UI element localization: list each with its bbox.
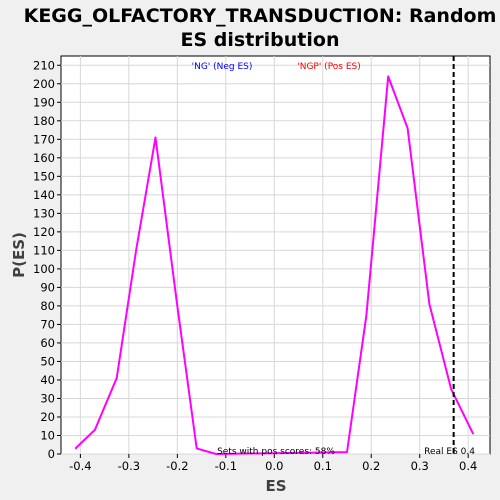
data-point xyxy=(365,314,368,316)
y-tick-label: 60 xyxy=(40,336,55,350)
y-tick-label: 100 xyxy=(33,262,55,276)
y-axis-label: P(ES) xyxy=(10,232,28,278)
data-point xyxy=(215,453,217,455)
plot-area xyxy=(60,55,491,455)
y-tick-label: 160 xyxy=(33,151,55,165)
x-axis-ticks: -0.4 -0.3 -0.2 -0.1 0.0 0.1 0.2 0.3 0.4 xyxy=(69,454,477,473)
y-tick-label: 50 xyxy=(40,354,55,368)
data-point xyxy=(450,388,453,391)
x-tick-label: -0.2 xyxy=(166,459,188,473)
x-axis-label: ES xyxy=(265,477,286,495)
y-tick-label: 0 xyxy=(48,447,55,461)
data-point xyxy=(115,377,118,379)
legend: 'NG' (Neg ES) 'NGP' (Pos ES) xyxy=(192,62,361,72)
y-tick-label: 130 xyxy=(33,206,55,220)
y-tick-label: 180 xyxy=(33,114,55,128)
y-tick-label: 170 xyxy=(33,132,55,146)
y-tick-label: 200 xyxy=(33,77,55,91)
data-point xyxy=(472,432,474,435)
y-tick-label: 90 xyxy=(40,280,55,294)
data-point xyxy=(135,249,137,252)
x-tick-label: -0.4 xyxy=(69,459,91,473)
real-es-label: Real ES 0.4 xyxy=(424,447,475,457)
x-tick-label: 0.4 xyxy=(459,459,477,473)
legend-entry: 'NG' (Neg ES) xyxy=(192,62,253,72)
x-tick-label: 0.0 xyxy=(265,459,283,473)
data-point xyxy=(346,451,348,453)
y-tick-label: 20 xyxy=(40,410,55,424)
y-tick-label: 80 xyxy=(40,299,55,313)
x-tick-label: 0.1 xyxy=(314,459,332,473)
data-point xyxy=(406,127,409,129)
y-tick-label: 210 xyxy=(33,58,55,72)
x-tick-label: -0.1 xyxy=(215,459,237,473)
x-tick-label: 0.3 xyxy=(411,459,429,473)
y-tick-label: 10 xyxy=(40,428,55,442)
y-tick-label: 190 xyxy=(33,95,55,109)
legend-entry: 'NGP' (Pos ES) xyxy=(297,62,361,72)
data-point xyxy=(176,305,179,307)
data-point xyxy=(74,447,77,450)
y-tick-label: 40 xyxy=(40,373,55,387)
data-point xyxy=(195,447,198,450)
y-tick-label: 140 xyxy=(33,188,55,202)
data-point xyxy=(387,75,390,78)
y-tick-label: 150 xyxy=(33,169,55,183)
data-point xyxy=(154,136,157,139)
series-layer xyxy=(74,75,474,455)
data-point xyxy=(94,429,96,431)
data-point xyxy=(428,303,431,305)
chart-title-line2: ES distribution xyxy=(181,29,340,51)
y-axis-ticks: 0 10 20 30 40 50 60 70 80 90 100 110 120 130 140 150 160… xyxy=(33,58,61,461)
chart-title-line1: KEGG_OLFACTORY_TRANSDUCTION: Random xyxy=(24,5,497,27)
y-tick-label: 30 xyxy=(40,391,55,405)
pos-scores-annotation: Sets with pos scores: 58% xyxy=(217,447,335,457)
y-tick-label: 120 xyxy=(33,225,55,239)
x-tick-label: -0.3 xyxy=(118,459,140,473)
y-tick-label: 70 xyxy=(40,317,55,331)
x-tick-label: 0.2 xyxy=(362,459,380,473)
y-tick-label: 110 xyxy=(33,243,55,257)
